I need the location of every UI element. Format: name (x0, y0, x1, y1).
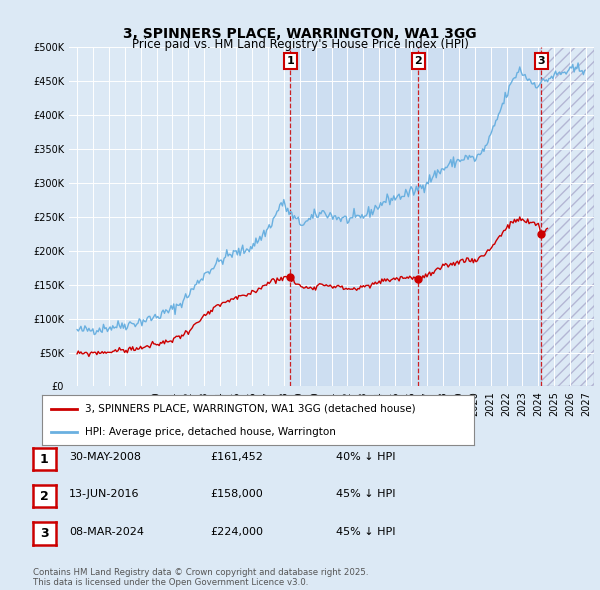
Text: 40% ↓ HPI: 40% ↓ HPI (336, 453, 395, 462)
Text: 2: 2 (40, 490, 49, 503)
Text: HPI: Average price, detached house, Warrington: HPI: Average price, detached house, Warr… (85, 427, 336, 437)
Text: Price paid vs. HM Land Registry's House Price Index (HPI): Price paid vs. HM Land Registry's House … (131, 38, 469, 51)
Text: £158,000: £158,000 (210, 490, 263, 499)
Text: 3: 3 (40, 527, 49, 540)
Text: 2: 2 (415, 56, 422, 65)
Text: 3, SPINNERS PLACE, WARRINGTON, WA1 3GG (detached house): 3, SPINNERS PLACE, WARRINGTON, WA1 3GG (… (85, 404, 416, 414)
Text: 3, SPINNERS PLACE, WARRINGTON, WA1 3GG: 3, SPINNERS PLACE, WARRINGTON, WA1 3GG (123, 27, 477, 41)
Text: 1: 1 (40, 453, 49, 466)
Text: 30-MAY-2008: 30-MAY-2008 (69, 453, 141, 462)
Text: 08-MAR-2024: 08-MAR-2024 (69, 527, 144, 536)
Text: 13-JUN-2016: 13-JUN-2016 (69, 490, 139, 499)
Text: Contains HM Land Registry data © Crown copyright and database right 2025.
This d: Contains HM Land Registry data © Crown c… (33, 568, 368, 587)
Bar (290, 47, 541, 386)
Text: 1: 1 (286, 56, 294, 65)
Text: 3: 3 (538, 56, 545, 65)
Text: 45% ↓ HPI: 45% ↓ HPI (336, 490, 395, 499)
Text: £161,452: £161,452 (210, 453, 263, 462)
Text: 45% ↓ HPI: 45% ↓ HPI (336, 527, 395, 536)
Text: £224,000: £224,000 (210, 527, 263, 536)
